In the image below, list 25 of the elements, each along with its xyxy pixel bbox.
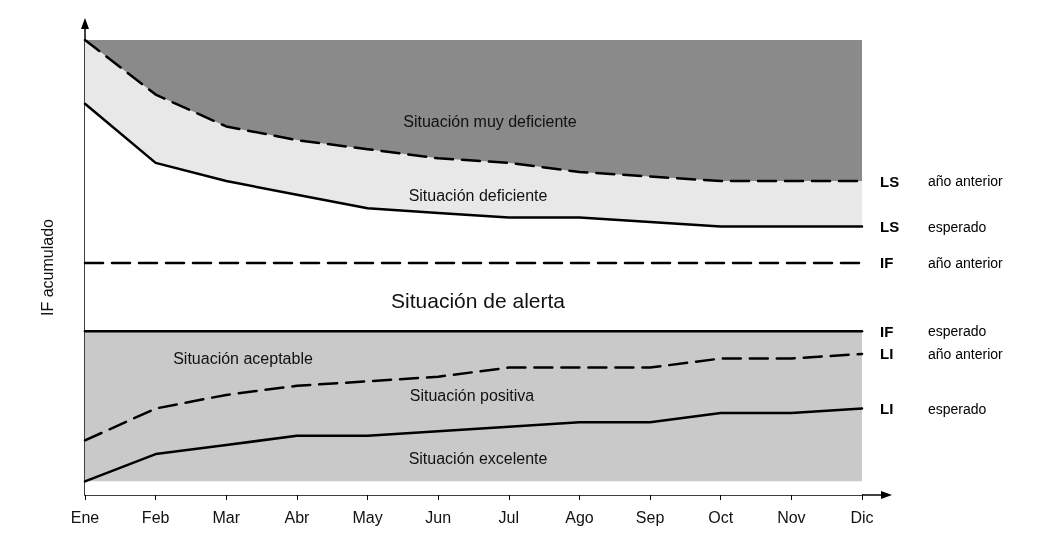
text: LS esperado: [880, 218, 987, 236]
text: LI esperado: [880, 400, 987, 418]
annotation: Situación de alerta: [391, 288, 566, 312]
text: LI año anterior: [880, 345, 1003, 363]
annotation: Situación deficiente: [408, 186, 548, 204]
x-tick-label: Ago: [565, 508, 594, 526]
text: IF esperado: [880, 322, 987, 340]
x-tick-label: Sep: [635, 508, 665, 526]
x-tick-label: Abr: [284, 508, 311, 526]
text: IF año anterior: [880, 254, 1003, 272]
x-tick-label: Ene: [70, 508, 100, 526]
x-tick-label: May: [352, 508, 383, 526]
x-tick-label: Oct: [708, 508, 734, 526]
annotation: Situación aceptable: [173, 349, 313, 367]
annotation: Situación excelente: [408, 449, 548, 467]
x-tick-label: Nov: [777, 508, 806, 526]
x-tick-label: Jun: [425, 508, 452, 526]
x-tick-label: Mar: [212, 508, 241, 526]
annotation: Situación muy deficiente: [403, 112, 577, 130]
annotation: Situación positiva: [409, 386, 535, 404]
x-tick-label: Jul: [498, 508, 520, 526]
x-tick-label: Feb: [141, 508, 170, 526]
text: LS año anterior: [880, 172, 1003, 190]
x-tick-label: Dic: [850, 508, 874, 526]
y-axis-title: IF acumulado: [38, 218, 56, 316]
